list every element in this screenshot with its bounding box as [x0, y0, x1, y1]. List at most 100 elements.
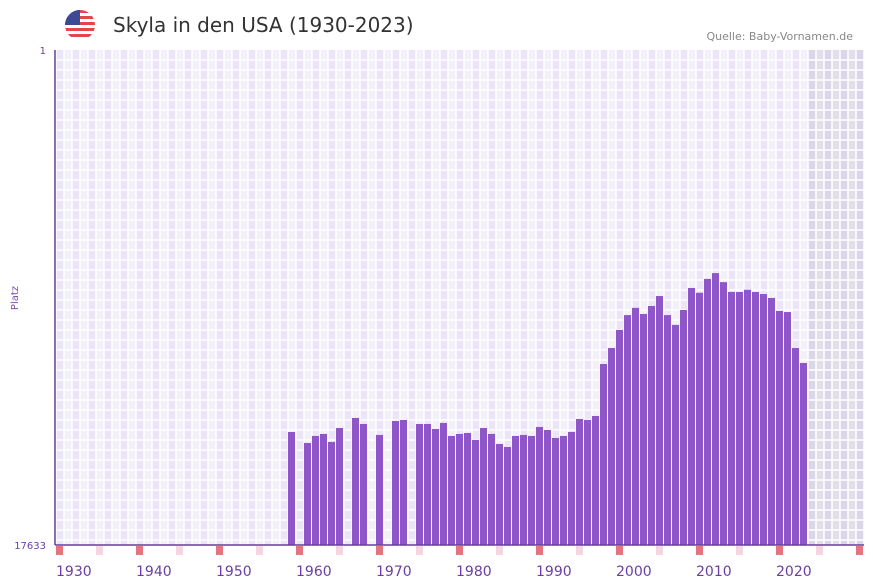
grid-column: [664, 50, 672, 545]
grid-column: [88, 50, 96, 545]
grid-column: [200, 50, 208, 545]
x-tick-label: 1980: [456, 564, 492, 580]
half-decade-marker: [496, 546, 503, 555]
grid-column: [680, 50, 688, 545]
bar-2001: [624, 315, 631, 545]
bar-1975: [416, 423, 423, 545]
bar-1972: [392, 420, 399, 545]
grid-column: [72, 50, 80, 545]
grid-column: [408, 50, 416, 545]
grid-column: [248, 50, 256, 545]
grid-column: [152, 50, 160, 545]
grid-column: [168, 50, 176, 545]
grid-column: [504, 50, 512, 545]
bar-2015: [736, 291, 743, 545]
x-tick-label: 1940: [136, 564, 172, 580]
bar-2009: [688, 287, 695, 545]
bar-2023: [800, 362, 807, 545]
bar-2011: [704, 278, 711, 545]
grid-column: [392, 50, 400, 545]
bar-1959: [288, 431, 295, 545]
bar-1967: [352, 417, 359, 545]
half-decade-marker: [256, 546, 263, 555]
grid-column: [120, 50, 128, 545]
grid-column: [616, 50, 624, 545]
x-tick-label: 2020: [776, 564, 812, 580]
bar-1964: [328, 441, 335, 545]
grid-column: [472, 50, 480, 545]
x-tick-label: 1990: [536, 564, 572, 580]
grid-column: [792, 50, 800, 545]
x-tick-label: 1960: [296, 564, 332, 580]
y-axis-label: Platz: [10, 286, 21, 310]
half-decade-marker: [576, 546, 583, 555]
bar-1979: [448, 435, 455, 545]
chart-title: Skyla in den USA (1930-2023): [113, 13, 414, 37]
decade-marker: [296, 546, 303, 555]
grid-column: [312, 50, 320, 545]
bar-2006: [664, 315, 671, 545]
grid-column: [216, 50, 224, 545]
bar-2000: [616, 329, 623, 545]
bar-2005: [656, 296, 663, 545]
grid-column: [488, 50, 496, 545]
bar-2014: [728, 291, 735, 545]
bar-2022: [792, 347, 799, 545]
grid-column: [856, 50, 864, 545]
decade-marker: [616, 546, 623, 555]
grid-column: [136, 50, 144, 545]
bar-2008: [680, 310, 687, 545]
grid-column: [568, 50, 576, 545]
bar-1982: [472, 439, 479, 545]
grid-column: [840, 50, 848, 545]
bar-2002: [632, 307, 639, 545]
grid-column: [808, 50, 816, 545]
bar-1989: [528, 435, 535, 545]
half-decade-marker: [736, 546, 743, 555]
grid-column: [360, 50, 368, 545]
bar-1995: [576, 419, 583, 545]
bar-2016: [744, 289, 751, 545]
grid-column: [280, 50, 288, 545]
grid-column: [456, 50, 464, 545]
bar-1986: [504, 446, 511, 545]
grid-column: [600, 50, 608, 545]
bar-1994: [568, 431, 575, 545]
decade-marker: [856, 546, 863, 555]
source-link[interactable]: Quelle: Baby-Vornamen.de: [706, 30, 853, 43]
decade-marker: [376, 546, 383, 555]
grid-column: [264, 50, 272, 545]
bar-2003: [640, 314, 647, 545]
bar-2018: [760, 294, 767, 545]
bar-1976: [424, 423, 431, 545]
grid-column: [824, 50, 832, 545]
grid-column: [440, 50, 448, 545]
bar-1996: [584, 419, 591, 545]
grid-column: [584, 50, 592, 545]
bar-1980: [456, 433, 463, 545]
grid-column: [344, 50, 352, 545]
decade-marker: [136, 546, 143, 555]
grid-column: [648, 50, 656, 545]
bar-2020: [776, 310, 783, 545]
grid-column: [232, 50, 240, 545]
grid-column: [296, 50, 304, 545]
x-tick-label: 2000: [616, 564, 652, 580]
half-decade-marker: [416, 546, 423, 555]
bar-1965: [336, 427, 343, 545]
bar-1977: [432, 428, 439, 545]
half-decade-marker: [656, 546, 663, 555]
decade-marker: [536, 546, 543, 555]
bar-2013: [720, 282, 727, 545]
bar-1968: [360, 423, 367, 545]
bar-1988: [520, 434, 527, 545]
decade-marker: [776, 546, 783, 555]
bar-2012: [712, 273, 719, 545]
grid-column: [776, 50, 784, 545]
grid-column: [520, 50, 528, 545]
us-flag-icon: [65, 10, 95, 40]
half-decade-marker: [816, 546, 823, 555]
half-decade-marker: [176, 546, 183, 555]
bar-2010: [696, 292, 703, 545]
